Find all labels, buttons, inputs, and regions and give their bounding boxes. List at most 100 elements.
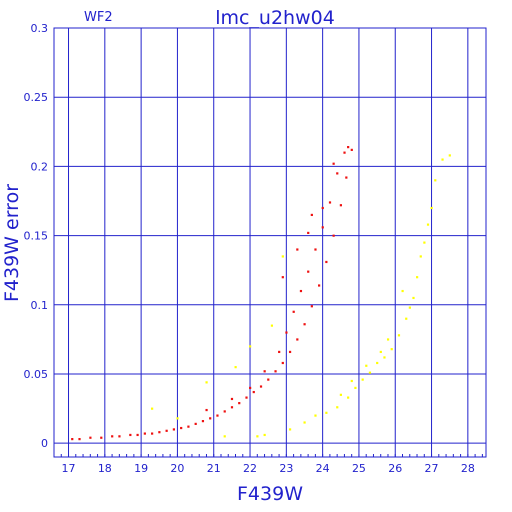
x-tick-label: 17 bbox=[62, 462, 76, 475]
yellow-data-point bbox=[386, 338, 390, 341]
red-data-point bbox=[339, 204, 342, 207]
red-data-point bbox=[259, 385, 263, 388]
red-data-point bbox=[223, 410, 226, 413]
red-data-point bbox=[285, 331, 288, 334]
red-data-point bbox=[252, 390, 255, 394]
yellow-data-point bbox=[383, 356, 386, 359]
red-data-point bbox=[180, 426, 183, 430]
yellow-data-point bbox=[416, 276, 419, 279]
x-tick-labels: 17 18 19 20 21 22 23 24 25 26 27 28 bbox=[62, 462, 475, 475]
yellow-data-point bbox=[347, 396, 350, 399]
yellow-data-point bbox=[390, 348, 393, 351]
data-points bbox=[71, 146, 451, 441]
red-data-point bbox=[216, 414, 219, 417]
yellow-data-point bbox=[412, 296, 415, 300]
red-data-point bbox=[303, 323, 306, 326]
yellow-data-point bbox=[354, 386, 357, 390]
red-data-point bbox=[263, 370, 266, 373]
red-data-point bbox=[314, 248, 317, 251]
x-tick-label: 20 bbox=[170, 462, 184, 475]
yellow-data-point bbox=[151, 407, 154, 410]
yellow-data-point bbox=[205, 381, 208, 384]
yellow-data-point bbox=[325, 411, 328, 414]
yellow-data-point bbox=[397, 334, 401, 337]
yellow-data-point bbox=[448, 154, 451, 157]
red-data-point bbox=[249, 386, 252, 390]
yellow-data-point bbox=[223, 435, 226, 438]
yellow-data-point bbox=[263, 433, 266, 437]
yellow-data-point bbox=[405, 317, 408, 320]
red-data-point bbox=[278, 350, 281, 354]
red-data-point bbox=[325, 260, 328, 264]
yellow-data-point bbox=[256, 435, 259, 438]
red-data-point bbox=[78, 438, 81, 441]
yellow-data-point bbox=[249, 345, 252, 348]
yellow-data-point bbox=[441, 158, 444, 161]
red-data-point bbox=[321, 206, 324, 210]
yellow-data-point bbox=[303, 421, 306, 424]
red-data-point bbox=[281, 276, 284, 279]
red-data-point bbox=[136, 433, 139, 437]
red-data-point bbox=[343, 151, 346, 154]
grid-lines bbox=[53, 27, 486, 457]
yellow-data-point bbox=[401, 289, 404, 293]
yellow-data-point bbox=[270, 324, 274, 327]
red-data-point bbox=[292, 310, 295, 313]
red-data-point bbox=[165, 429, 168, 432]
red-data-point bbox=[307, 270, 310, 273]
yellow-data-point bbox=[408, 306, 411, 309]
red-data-point bbox=[158, 431, 161, 434]
x-tick-label: 26 bbox=[388, 462, 402, 475]
red-data-point bbox=[209, 417, 212, 420]
red-data-point bbox=[238, 402, 241, 405]
red-data-point bbox=[71, 438, 74, 441]
yellow-data-point bbox=[423, 241, 426, 244]
yellow-data-point bbox=[288, 428, 292, 431]
red-data-point bbox=[230, 397, 234, 401]
red-data-point bbox=[151, 432, 154, 435]
yellow-data-point bbox=[368, 371, 372, 374]
red-data-point bbox=[296, 248, 299, 251]
red-data-point bbox=[347, 146, 350, 149]
red-data-point bbox=[281, 361, 284, 365]
y-tick-label: 0.3 bbox=[31, 22, 49, 35]
yellow-data-point bbox=[434, 179, 437, 182]
y-axis-label: F439W error bbox=[1, 184, 23, 302]
red-data-point bbox=[230, 406, 234, 409]
panel-label: WF2 bbox=[84, 10, 113, 25]
yellow-data-point bbox=[339, 393, 342, 396]
red-data-point bbox=[100, 436, 103, 439]
x-tick-label: 24 bbox=[316, 462, 330, 475]
red-data-point bbox=[118, 435, 121, 438]
yellow-data-point bbox=[350, 379, 353, 383]
x-tick-label: 19 bbox=[134, 462, 148, 475]
red-data-point bbox=[205, 408, 208, 412]
y-tick-label: 0.05 bbox=[24, 368, 49, 381]
yellow-data-point bbox=[430, 206, 433, 210]
x-tick-label: 21 bbox=[207, 462, 221, 475]
red-data-point bbox=[143, 432, 146, 435]
y-tick-labels: 0 0.05 0.1 0.15 0.2 0.25 0.3 bbox=[24, 22, 49, 450]
x-tick-label: 27 bbox=[425, 462, 439, 475]
yellow-data-point bbox=[376, 361, 379, 365]
red-data-point bbox=[321, 226, 324, 229]
y-tick-label: 0.25 bbox=[24, 91, 49, 104]
yellow-data-point bbox=[234, 366, 237, 369]
x-tick-label: 18 bbox=[98, 462, 112, 475]
red-data-point bbox=[194, 422, 197, 425]
red-data-point bbox=[129, 433, 132, 437]
red-data-point bbox=[345, 176, 348, 179]
x-tick-label: 22 bbox=[243, 462, 257, 475]
red-data-point bbox=[310, 305, 313, 308]
y-tick-label: 0.15 bbox=[24, 230, 49, 243]
yellow-data-point bbox=[426, 223, 430, 226]
yellow-data-point bbox=[281, 255, 284, 258]
red-data-point bbox=[201, 420, 205, 423]
red-data-point bbox=[288, 350, 292, 354]
red-data-point bbox=[296, 338, 299, 341]
red-data-point bbox=[89, 436, 92, 439]
yellow-data-point bbox=[379, 350, 382, 354]
y-tick-label: 0.2 bbox=[31, 160, 49, 173]
red-data-point bbox=[245, 396, 248, 399]
